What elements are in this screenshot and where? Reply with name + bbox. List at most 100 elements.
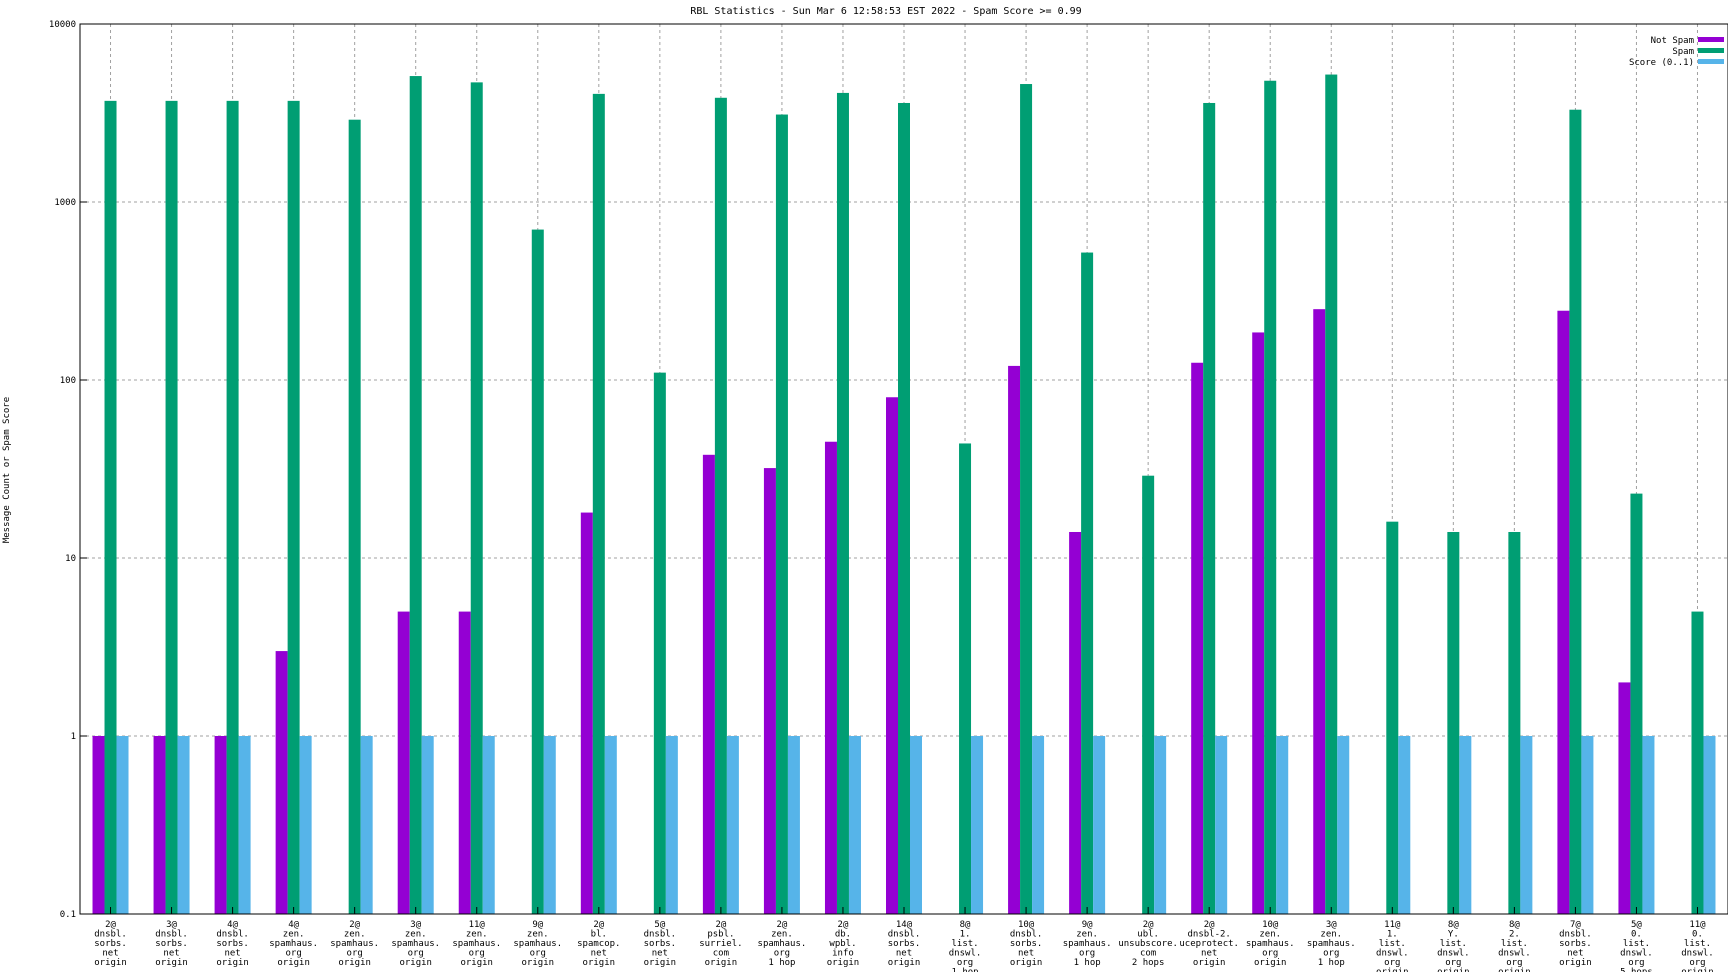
bar-score-0-1 <box>1398 736 1411 914</box>
bar-spam <box>898 102 910 915</box>
bar-not-spam <box>702 454 715 914</box>
bar-spam <box>470 82 483 915</box>
x-tick-label: 10@ zen. spamhaus. org origin <box>1246 920 1295 968</box>
bar-spam <box>714 97 727 915</box>
y-axis-label: Message Count or Spam Score <box>2 397 12 543</box>
bar-score-0-1 <box>787 736 800 914</box>
bar-score-0-1 <box>1215 736 1228 914</box>
bar-not-spam <box>824 441 837 914</box>
y-tick-label: 10000 <box>49 20 76 30</box>
bar-spam <box>775 114 788 915</box>
bar-score-0-1 <box>1520 736 1533 914</box>
bar-score-0-1 <box>543 736 556 914</box>
bar-not-spam <box>458 611 471 914</box>
bar-spam <box>1081 252 1094 915</box>
bar-spam <box>1142 475 1155 914</box>
bar-spam <box>1569 109 1582 914</box>
bar-score-0-1 <box>1642 736 1655 914</box>
legend-label: Score (0..1) <box>1629 58 1694 68</box>
bar-spam <box>104 100 117 914</box>
bar-not-spam <box>397 611 410 914</box>
bar-spam <box>1203 102 1216 915</box>
bar-not-spam <box>1008 365 1021 914</box>
bar-spam <box>653 372 666 915</box>
x-tick-label: 9@ zen. spamhaus. org 1 hop <box>1063 920 1112 968</box>
bar-spam <box>836 92 849 914</box>
bar-score-0-1 <box>116 736 129 914</box>
bar-not-spam <box>886 397 898 914</box>
bar-score-0-1 <box>482 736 495 914</box>
bar-score-0-1 <box>1154 736 1167 914</box>
x-tick-label: 5@ dnsbl. sorbs. net origin <box>644 920 677 968</box>
x-tick-label: 3@ zen. spamhaus. org origin <box>391 920 440 968</box>
legend-swatch <box>1698 48 1724 53</box>
bar-spam <box>1630 493 1643 914</box>
bar-spam <box>1691 611 1704 914</box>
bar-spam <box>1020 84 1033 914</box>
legend-label: Spam <box>1672 47 1694 57</box>
bar-score-0-1 <box>910 736 922 914</box>
bar-score-0-1 <box>848 736 861 914</box>
bar-score-0-1 <box>1093 736 1106 914</box>
bar-score-0-1 <box>971 736 984 914</box>
bar-not-spam <box>1069 531 1082 914</box>
bar-score-0-1 <box>238 736 251 914</box>
bar-not-spam <box>580 512 593 914</box>
x-tick-label: 2@ bl. spamcop. net origin <box>577 920 620 968</box>
legend-swatch <box>1698 37 1724 42</box>
bar-score-0-1 <box>1581 736 1594 914</box>
bar-not-spam <box>763 468 776 914</box>
bar-score-0-1 <box>604 736 617 914</box>
bar-not-spam <box>1618 682 1631 914</box>
bar-score-0-1 <box>1459 736 1472 914</box>
bar-not-spam <box>1191 362 1204 915</box>
legend-swatch <box>1698 59 1724 64</box>
bar-spam <box>1508 531 1521 914</box>
bar-spam <box>1264 80 1277 914</box>
x-tick-label: 11@ zen. spamhaus. org origin <box>452 920 501 968</box>
x-tick-label: 14@ dnsbl. sorbs. net origin <box>888 920 921 968</box>
bar-score-0-1 <box>1032 736 1045 914</box>
x-tick-label: 4@ dnsbl. sorbs. net origin <box>216 920 249 968</box>
y-tick-label: 10 <box>65 554 76 564</box>
bar-not-spam <box>153 736 166 914</box>
bar-spam <box>287 100 300 914</box>
bar-spam <box>592 93 605 915</box>
bar-spam <box>531 229 544 914</box>
bars-group <box>92 74 1716 915</box>
x-tick-label: 3@ dnsbl. sorbs. net origin <box>155 920 188 968</box>
bar-spam <box>1325 74 1338 915</box>
bar-spam <box>409 76 422 915</box>
plot-border <box>79 23 1728 915</box>
bar-not-spam <box>92 736 105 914</box>
bar-score-0-1 <box>1703 736 1716 914</box>
bar-spam <box>348 119 361 914</box>
bar-score-0-1 <box>421 736 434 914</box>
bar-not-spam <box>214 736 227 914</box>
x-tick-label: 2@ db. wpbl. info origin <box>827 920 860 968</box>
x-tick-label: 3@ zen. spamhaus. org 1 hop <box>1307 920 1356 968</box>
bar-spam <box>959 443 972 914</box>
bar-spam <box>1386 521 1399 914</box>
bar-not-spam <box>275 651 288 914</box>
x-tick-label: 2@ dnsbl-2. uceprotect. net origin <box>1179 920 1239 968</box>
bar-not-spam <box>1252 332 1265 914</box>
x-tick-label: 2@ dnsbl. sorbs. net origin <box>94 920 127 968</box>
x-tick-label: 4@ zen. spamhaus. org origin <box>269 920 318 968</box>
x-tick-label: 9@ zen. spamhaus. org origin <box>513 920 562 968</box>
bar-spam <box>226 100 239 914</box>
chart-title: RBL Statistics - Sun Mar 6 12:58:53 EST … <box>690 6 1081 17</box>
bar-not-spam <box>1557 310 1570 915</box>
x-tick-label: 2@ ubl. unsubscore. com 2 hops <box>1118 920 1178 968</box>
y-tick-label: 0.1 <box>60 910 76 920</box>
bar-spam <box>1447 531 1460 914</box>
legend-label: Not Spam <box>1651 36 1694 46</box>
x-tick-label: 2@ zen. spamhaus. org 1 hop <box>758 920 807 968</box>
bar-score-0-1 <box>726 736 739 914</box>
x-tick-label: 2@ psbl. surriel. com origin <box>699 920 742 968</box>
